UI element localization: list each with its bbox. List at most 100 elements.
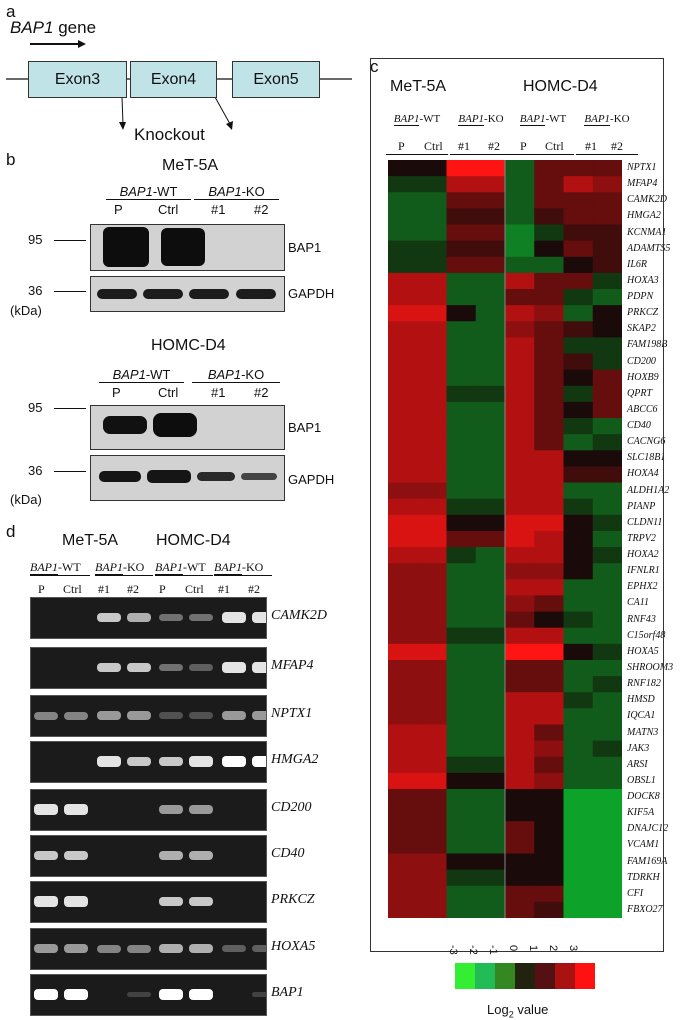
colorbar-tick: 1	[527, 945, 539, 952]
heatmap-row-label: SKAP2	[627, 323, 656, 335]
heatmap-cell	[475, 869, 506, 887]
exon4-box: Exon4	[130, 61, 217, 98]
heatmap-cell	[475, 805, 506, 822]
heatmap-cell	[592, 289, 622, 306]
heatmap-cell	[563, 160, 594, 177]
heatmap-cell	[505, 869, 535, 887]
heatmap-cell	[417, 450, 447, 467]
gel-band	[34, 896, 58, 907]
heatmap-cell	[592, 385, 622, 403]
heatmap-row-label: IL6R	[627, 258, 647, 270]
heatmap-cell	[534, 337, 564, 355]
blot2-marker-95: 95	[28, 400, 43, 415]
gel-band	[222, 756, 246, 767]
gel-gene-label: CD200	[271, 800, 312, 815]
heatmap-cell	[505, 305, 535, 322]
heatmap-cell	[592, 208, 622, 226]
heatmap-cell	[563, 595, 594, 613]
blot2-marker-36: 36	[28, 463, 43, 478]
heatmap-cell	[592, 643, 622, 661]
heatmap-cell	[417, 321, 447, 338]
heatmap-cell	[592, 676, 622, 693]
heatmap-cell	[446, 853, 477, 871]
heatmap-group-bar	[512, 154, 574, 155]
gel-band	[97, 612, 121, 623]
heatmap-cell	[475, 418, 506, 435]
gel-band	[64, 804, 88, 815]
blot2-bap1-label: BAP1	[288, 420, 322, 435]
heatmap-cell	[475, 240, 506, 258]
heatmap-cell	[534, 885, 564, 903]
heatmap-row-label: FBXO27	[627, 903, 663, 915]
heatmap-row-label: ADAMTS5	[627, 242, 671, 254]
heatmap-cell	[446, 482, 477, 500]
blot1-marker-36: 36	[28, 283, 43, 298]
heatmap-cell	[534, 450, 564, 467]
heatmap-cell	[563, 563, 594, 580]
heatmap-cell	[563, 401, 594, 419]
panel-d-letter: d	[6, 522, 16, 541]
heatmap-cell	[563, 240, 594, 258]
blot1-marker-95: 95	[28, 232, 43, 247]
heatmap-cell	[417, 272, 447, 290]
heatmap-cell	[446, 611, 477, 629]
heatmap-cell	[446, 466, 477, 484]
heatmap-cell	[475, 740, 506, 758]
heatmap-cell	[592, 434, 622, 451]
gel-band	[127, 612, 151, 623]
heatmap-row-label: DNAJC12	[627, 823, 669, 835]
gel-band	[222, 945, 246, 952]
heatmap-lane-label: Ctrl	[424, 139, 443, 153]
heatmap-cell	[417, 401, 447, 419]
heatmap-cell	[475, 321, 506, 338]
heatmap-cell	[534, 740, 564, 758]
heatmap-cell	[446, 885, 477, 903]
heatmap-cell	[388, 353, 418, 371]
heatmap-cell	[446, 240, 477, 258]
heatmap-cell	[446, 208, 477, 226]
heatmap-row-label: CD40	[627, 420, 651, 431]
heatmap-cell	[505, 724, 535, 742]
heatmap-cell	[592, 821, 622, 838]
heatmap-row-label: SHROOM3	[627, 662, 674, 673]
heatmap-cell	[563, 530, 594, 548]
gel-gene-label: PRKCZ	[271, 892, 315, 907]
gel-cell-line-2: HOMC-D4	[156, 532, 231, 549]
heatmap-cell	[388, 611, 418, 629]
heatmap-cell	[417, 772, 447, 790]
heatmap-cell	[534, 176, 564, 193]
panel-b-letter: b	[6, 150, 16, 169]
heatmap-cell	[446, 708, 477, 725]
heatmap-cell	[563, 289, 594, 306]
heatmap-cell	[446, 305, 477, 322]
heatmap-cell	[475, 337, 506, 355]
heatmap-cell	[475, 659, 506, 677]
heatmap-cell	[388, 514, 418, 532]
blot1-wt-label: BAP1-WT	[106, 184, 191, 200]
gel-image	[30, 741, 267, 783]
heatmap-cell	[563, 740, 594, 758]
heatmap-cell	[592, 353, 622, 371]
heatmap-cell	[534, 853, 564, 871]
colorbar-tick: 0	[507, 945, 519, 952]
heatmap-cell	[534, 482, 564, 500]
heatmap-cell	[563, 692, 594, 709]
heatmap-cell	[534, 627, 564, 645]
gel-gene-label: HMGA2	[271, 752, 319, 767]
heatmap-row-label: RNF43	[627, 613, 656, 625]
heatmap-lane-label: Ctrl	[545, 139, 564, 153]
heatmap-cell	[563, 482, 594, 500]
heatmap-cell	[417, 885, 447, 903]
heatmap-cell	[592, 514, 622, 532]
heatmap-cell	[534, 369, 564, 387]
heatmap-cell	[592, 192, 622, 209]
heatmap-cell	[505, 289, 535, 306]
heatmap-cell	[505, 740, 535, 758]
heatmap-cell	[446, 579, 477, 596]
heatmap-cell	[417, 385, 447, 403]
heatmap-cell	[592, 369, 622, 387]
heatmap-cell	[475, 579, 506, 596]
blot2-gapdh-membrane	[90, 455, 285, 501]
heatmap-row-label: HMSD	[627, 694, 655, 706]
heatmap-cell	[563, 756, 594, 774]
